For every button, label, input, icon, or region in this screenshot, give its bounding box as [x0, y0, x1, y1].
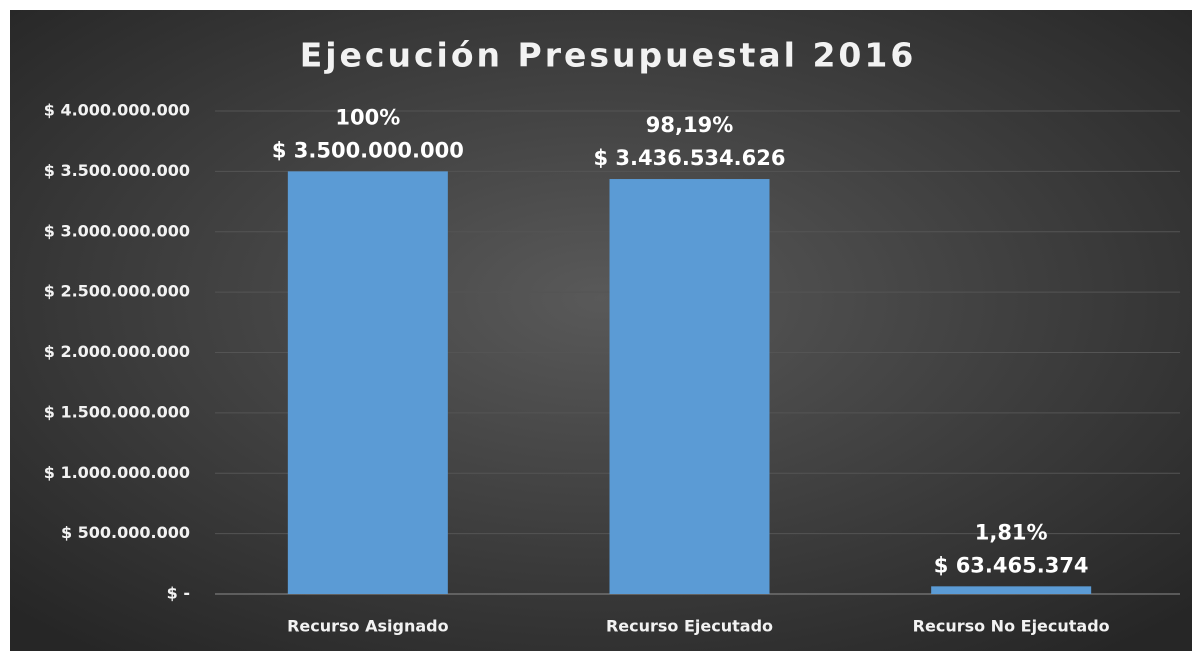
- bar: [931, 586, 1092, 594]
- data-label: $ 3.500.000.000: [272, 138, 464, 162]
- bar: [609, 179, 770, 594]
- data-label: $ 63.465.374: [934, 553, 1089, 577]
- x-tick-label: Recurso No Ejecutado: [913, 617, 1110, 636]
- percent-label: 98,19%: [646, 113, 733, 137]
- bar: [287, 171, 448, 594]
- y-tick-label: $ 2.000.000.000: [44, 342, 190, 361]
- y-tick-label: $ 500.000.000: [61, 523, 190, 542]
- x-tick-label: Recurso Asignado: [287, 617, 449, 636]
- chart-background: [10, 10, 1192, 651]
- y-tick-label: $ 3.500.000.000: [44, 161, 190, 180]
- x-tick-label: Recurso Ejecutado: [606, 617, 773, 636]
- y-tick-label: $ 2.500.000.000: [44, 282, 190, 301]
- y-tick-label: $ 3.000.000.000: [44, 221, 190, 240]
- percent-label: 100%: [335, 105, 400, 129]
- data-label: $ 3.436.534.626: [594, 146, 786, 170]
- percent-label: 1,81%: [975, 520, 1048, 544]
- y-tick-label: $ 4.000.000.000: [44, 101, 190, 120]
- y-tick-label: $ -: [167, 584, 190, 603]
- chart-title: Ejecución Presupuestal 2016: [300, 36, 917, 75]
- y-tick-label: $ 1.500.000.000: [44, 402, 190, 421]
- y-tick-label: $ 1.000.000.000: [44, 463, 190, 482]
